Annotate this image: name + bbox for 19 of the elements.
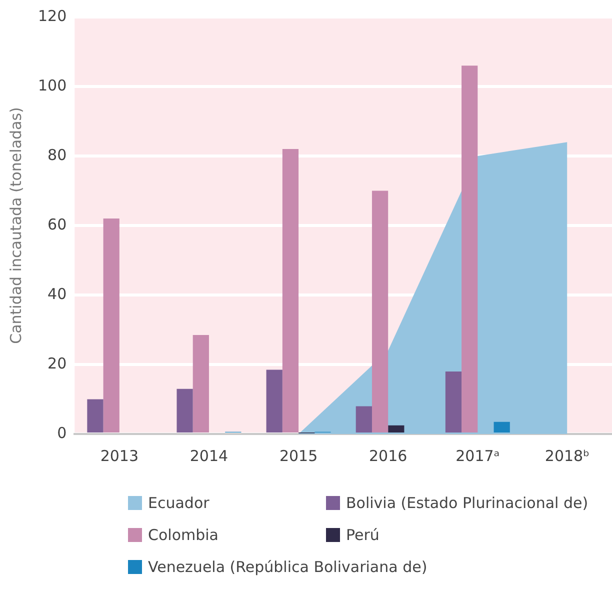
y-tick-label: 40 <box>48 284 67 303</box>
x-tick-label: 2016 <box>369 446 408 465</box>
legend-label: Ecuador <box>148 494 210 512</box>
y-tick-label: 100 <box>38 76 67 94</box>
legend-label: Bolivia (Estado Plurinacional de) <box>346 494 588 512</box>
x-tick-label: 2015 <box>279 446 318 465</box>
y-tick-label: 60 <box>48 215 67 234</box>
x-tick-label: 2017ᵃ <box>456 446 500 465</box>
x-tick-label: 2013 <box>100 446 139 465</box>
y-tick-label: 20 <box>48 354 67 372</box>
y-tick-label: 0 <box>57 424 67 442</box>
y-tick-label: 80 <box>48 146 67 164</box>
x-tick-label: 2014 <box>190 446 228 465</box>
x-tick-label: 2018ᵇ <box>544 446 590 465</box>
legend-label: Colombia <box>148 526 218 544</box>
legend-label: Perú <box>346 526 380 544</box>
legend-label: Venezuela (República Bolivariana de) <box>148 558 428 576</box>
y-tick-label: 120 <box>38 6 67 25</box>
y-axis-title: Cantidad incautada (toneladas) <box>6 107 25 344</box>
